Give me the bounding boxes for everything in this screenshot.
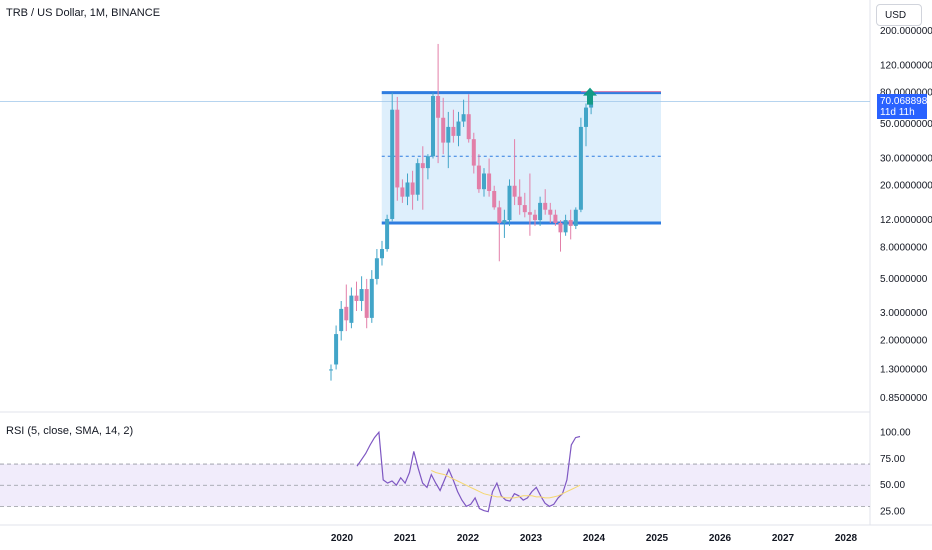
time-tick-label: 2028 (835, 533, 858, 544)
candle-body (497, 207, 502, 223)
candle-body (558, 222, 563, 233)
candle-body (492, 190, 497, 208)
price-tick-label: 3.0000000 (880, 308, 928, 319)
time-tick-label: 2023 (520, 533, 543, 544)
candle-body (487, 173, 492, 191)
time-tick-label: 2021 (394, 533, 417, 544)
time-tick-label: 2020 (331, 533, 354, 544)
arrow-up-icon (583, 87, 597, 105)
candle-body (446, 126, 451, 143)
price-tick-label: 50.0000000 (880, 119, 932, 130)
rsi-ma-line (431, 469, 581, 499)
candle-body (568, 220, 573, 226)
candle-body (461, 114, 466, 122)
rsi-band (0, 463, 870, 507)
candle-body (425, 156, 430, 169)
price-tick-label: 80.0000000 (880, 88, 932, 99)
current-price-value: 70.0688983 (880, 96, 932, 107)
candle-body (359, 289, 364, 301)
candle-body (456, 121, 461, 136)
candle-body (471, 139, 476, 166)
candle-body (349, 295, 354, 323)
candle-body (517, 196, 522, 206)
candle-body (451, 126, 456, 136)
rsi-axis-ticks: 100.00 75.00 50.00 25.00 (880, 427, 911, 517)
candle-body (364, 289, 369, 318)
candle-body (344, 306, 349, 321)
price-tick-label: 5.0000000 (880, 274, 928, 285)
candle-body (441, 117, 446, 143)
candle-body (339, 308, 344, 332)
candle-body (385, 218, 390, 250)
candle-body (390, 109, 395, 219)
currency-selector[interactable]: USD (876, 4, 922, 26)
candle-body (584, 107, 588, 127)
rsi-tick-label: 75.00 (880, 454, 905, 465)
candle-body (563, 220, 568, 233)
bar-countdown: 11d 11h (880, 107, 915, 118)
candle-body (482, 173, 486, 190)
time-axis-ticks: 2020 2021 2022 2023 2024 2025 2026 2027 2028 (331, 533, 858, 544)
candle-body (436, 96, 441, 118)
time-tick-label: 2026 (709, 533, 732, 544)
rsi-lines (356, 430, 581, 513)
candle-body (466, 114, 471, 140)
price-tick-label: 20.0000000 (880, 181, 932, 192)
rsi-line (356, 430, 581, 513)
time-tick-label: 2027 (772, 533, 795, 544)
time-tick-label: 2022 (457, 533, 480, 544)
candle-body (374, 258, 379, 279)
price-tick-label: 2.0000000 (880, 335, 928, 346)
candle-body (538, 202, 543, 221)
chart-title: TRB / US Dollar, 1M, BINANCE (6, 7, 161, 19)
candle-body (334, 334, 339, 365)
up-arrow-annotation (583, 87, 597, 105)
candles (329, 43, 594, 381)
candle-body (553, 214, 558, 223)
candle-body (476, 165, 481, 190)
candle-body (431, 96, 435, 157)
candle-body (395, 109, 400, 188)
rsi-tick-label: 25.00 (880, 507, 905, 518)
candle-body (369, 278, 374, 318)
price-tick-label: 200.0000000 (880, 26, 932, 37)
rsi-tick-label: 100.00 (880, 427, 911, 438)
candle-body (527, 212, 532, 215)
candle-body (522, 205, 527, 213)
candle-body (573, 209, 578, 226)
price-tick-label: 120.0000000 (880, 60, 932, 71)
candle-body (380, 249, 384, 259)
price-tick-label: 12.0000000 (880, 215, 932, 226)
price-tick-label: 8.0000000 (880, 242, 928, 253)
candle-body (548, 209, 553, 215)
candle-body (507, 185, 512, 221)
price-axis-ticks: 200.0000000 120.0000000 80.0000000 50.00000… (880, 26, 932, 404)
candle-body (578, 126, 583, 210)
price-tick-label: 1.3000000 (880, 364, 928, 375)
candle-body (354, 295, 359, 301)
candle-body (415, 163, 420, 195)
time-tick-label: 2024 (583, 533, 606, 544)
candle-body (400, 187, 405, 197)
candle-body (410, 182, 415, 195)
price-tick-label: 30.0000000 (880, 153, 932, 164)
candle-body (420, 163, 425, 169)
candle-body (405, 182, 410, 197)
price-tick-label: 0.8500000 (880, 393, 928, 404)
current-price-tag: 70.0688983 11d 11h (877, 94, 932, 119)
candle-body (512, 185, 517, 197)
candle-body (502, 220, 507, 223)
candle-body (329, 369, 333, 371)
candle-body (533, 214, 537, 221)
rsi-title: RSI (5, close, SMA, 14, 2) (6, 425, 134, 437)
rsi-tick-label: 50.00 (880, 480, 905, 491)
time-tick-label: 2025 (646, 533, 669, 544)
candle-body (543, 202, 548, 210)
